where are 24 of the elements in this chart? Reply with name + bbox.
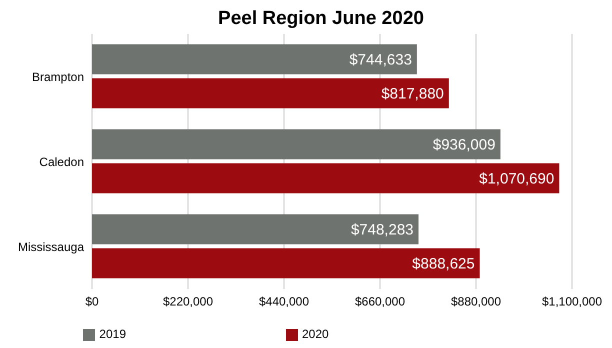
bar [92, 214, 419, 244]
bar [92, 129, 500, 160]
x-tick-label: $440,000 [258, 294, 310, 309]
data-label: $1,070,690 [479, 170, 554, 188]
data-label: $817,880 [381, 86, 444, 103]
x-tick-label: $660,000 [354, 294, 406, 309]
bar [92, 78, 449, 108]
legend-label: 2019 [99, 327, 126, 341]
y-tick-label: Mississauga [18, 240, 84, 254]
y-tick-label: Caledon [39, 154, 84, 169]
x-tick-label: $0 [85, 294, 99, 309]
y-tick-label: Brampton [32, 70, 84, 84]
data-label: $748,283 [350, 222, 414, 239]
legend-label: 2020 [302, 327, 329, 341]
bar [92, 44, 417, 74]
chart-title: Peel Region June 2020 [217, 8, 425, 30]
data-label: $936,009 [432, 136, 496, 154]
bar [92, 248, 480, 278]
data-label: $744,633 [349, 52, 412, 69]
data-label: $888,625 [412, 256, 475, 273]
x-tick-label: $1,100,000 [542, 294, 602, 309]
bar [92, 163, 560, 194]
x-tick-label: $220,000 [162, 294, 214, 309]
x-tick-label: $880,000 [450, 294, 502, 309]
